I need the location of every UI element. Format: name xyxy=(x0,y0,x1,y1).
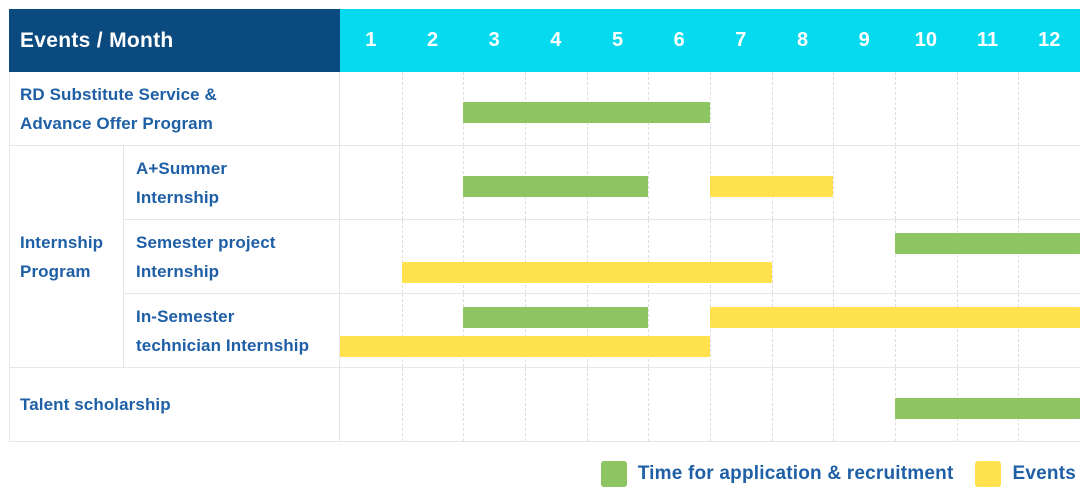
gantt-bar-events xyxy=(710,176,834,197)
chart-row-2 xyxy=(340,146,1080,220)
table-header-events-month: Events / Month xyxy=(9,9,340,72)
month-gridline xyxy=(833,368,835,441)
gantt-bar-events xyxy=(401,262,772,283)
month-gridline xyxy=(648,146,650,219)
legend-item-events: Events xyxy=(975,461,1076,487)
month-gridline xyxy=(956,146,958,219)
month-gridline xyxy=(463,294,465,367)
gantt-bar-events xyxy=(340,336,710,357)
month-gridline xyxy=(771,72,773,145)
month-label-1: 1 xyxy=(365,29,377,51)
month-gridline xyxy=(1018,72,1020,145)
month-gridline xyxy=(586,294,588,367)
legend-label-events: Events xyxy=(1012,463,1076,484)
table-header-title: Events / Month xyxy=(20,28,174,52)
month-header-row: 1 2 3 4 5 6 7 8 9 10 11 12 xyxy=(340,9,1080,72)
month-gridline xyxy=(771,294,773,367)
month-label-10: 10 xyxy=(914,29,937,51)
row-label-1: RD Substitute Service & Advance Offer Pr… xyxy=(9,72,340,146)
month-gridline xyxy=(833,72,835,145)
month-gridline xyxy=(401,72,403,145)
month-gridline xyxy=(833,220,835,293)
month-gridline xyxy=(710,220,711,293)
month-gridline xyxy=(401,368,403,441)
chart-row-1 xyxy=(340,72,1080,146)
row-label-5: Talent scholarship xyxy=(9,368,340,442)
month-gridline xyxy=(648,368,650,441)
month-gridline xyxy=(648,220,650,293)
gantt-bar-application xyxy=(895,233,1080,254)
month-gridline xyxy=(956,294,958,367)
group-label-internship-program: Internship Program xyxy=(9,146,124,368)
month-gridline xyxy=(648,294,650,367)
month-gridline xyxy=(525,220,526,293)
legend-item-application: Time for application & recruitment xyxy=(600,461,954,487)
legend-label-application: Time for application & recruitment xyxy=(637,463,954,484)
month-gridline xyxy=(710,294,711,367)
month-gridline xyxy=(895,294,896,367)
month-gridline xyxy=(401,146,403,219)
month-gridline xyxy=(401,294,403,367)
month-gridline xyxy=(401,220,403,293)
month-gridline xyxy=(1018,294,1020,367)
row-label-2: A+Summer Internship xyxy=(124,146,340,220)
month-gridline xyxy=(586,220,588,293)
month-gridline xyxy=(710,368,711,441)
month-gridline xyxy=(710,72,711,145)
month-gridline xyxy=(525,368,526,441)
month-gridline xyxy=(771,368,773,441)
month-gridline xyxy=(771,220,773,293)
row-label-3: Semester project Internship xyxy=(124,220,340,294)
month-label-6: 6 xyxy=(673,29,685,51)
month-label-12: 12 xyxy=(1038,29,1061,51)
month-gridline xyxy=(525,294,526,367)
month-gridline xyxy=(895,72,896,145)
schedule-table: Events / Month 1 2 3 4 5 6 7 8 9 10 11 12 RD Substi… xyxy=(9,9,1080,442)
month-gridline xyxy=(1018,220,1020,293)
month-label-8: 8 xyxy=(796,29,809,51)
chart-legend: Time for application & recruitment Event… xyxy=(600,459,1076,489)
month-gridline xyxy=(1018,146,1020,219)
month-gridline xyxy=(463,368,465,441)
gantt-bar-application xyxy=(463,176,649,197)
chart-row-5 xyxy=(340,368,1080,442)
month-label-3: 3 xyxy=(488,29,500,51)
month-label-5: 5 xyxy=(611,29,624,51)
gantt-bar-application xyxy=(463,307,649,328)
chart-row-4 xyxy=(340,294,1080,368)
month-gridline xyxy=(833,146,835,219)
legend-swatch-application-icon xyxy=(600,461,627,487)
legend-swatch-events-icon xyxy=(975,461,1002,487)
month-gridline xyxy=(463,220,465,293)
month-gridline xyxy=(895,146,896,219)
month-label-7: 7 xyxy=(735,29,747,51)
month-gridline xyxy=(586,368,588,441)
month-label-11: 11 xyxy=(976,29,999,51)
month-gridline xyxy=(895,220,896,293)
gantt-bar-events xyxy=(710,307,1080,328)
gantt-bar-application xyxy=(895,398,1080,419)
month-label-9: 9 xyxy=(858,29,870,51)
chart-row-3 xyxy=(340,220,1080,294)
month-label-2: 2 xyxy=(426,29,439,51)
gantt-bar-application xyxy=(463,102,710,123)
month-gridline xyxy=(956,220,958,293)
month-gridline xyxy=(833,294,835,367)
month-gridline xyxy=(956,72,958,145)
month-label-4: 4 xyxy=(550,29,562,51)
row-label-4: In-Semester technician Internship xyxy=(124,294,340,368)
